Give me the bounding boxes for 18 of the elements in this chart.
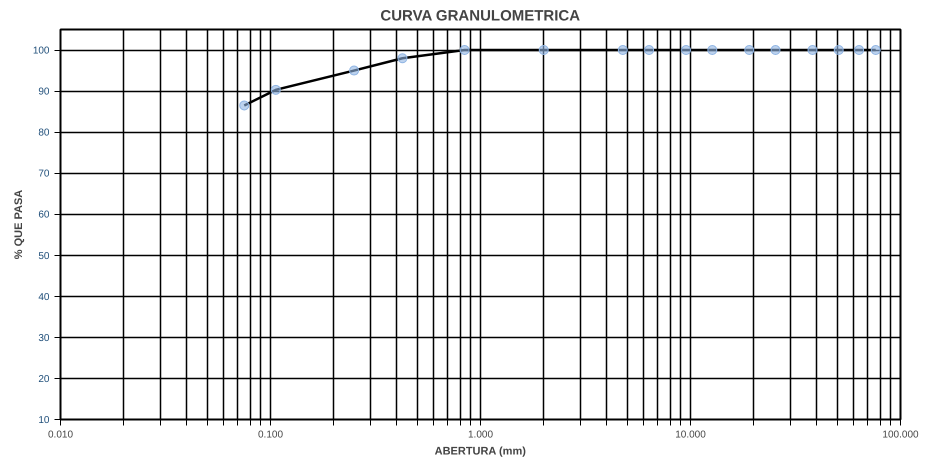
x-axis-title: ABERTURA (mm) — [434, 446, 526, 458]
x-tick-label: 0.010 — [48, 430, 74, 440]
x-tick-label: 0.100 — [258, 430, 284, 440]
y-tick-label: 10 — [38, 415, 50, 426]
y-tick-label: 60 — [38, 210, 50, 221]
y-tick-label: 50 — [38, 250, 50, 262]
x-tick-label: 1.000 — [468, 430, 494, 440]
y-tick-label: 80 — [38, 128, 50, 139]
chart-title: CURVA GRANULOMETRICA — [380, 8, 580, 24]
y-tick-label: 70 — [38, 168, 50, 180]
y-axis-title: % QUE PASA — [12, 190, 25, 260]
x-tick-label: 10.000 — [675, 430, 706, 440]
y-tick-label: 30 — [38, 332, 50, 344]
y-tick-label: 20 — [38, 374, 50, 385]
y-tick-label: 90 — [38, 86, 50, 98]
y-tick-label: 40 — [38, 292, 50, 303]
y-tick-label: 100 — [32, 46, 50, 57]
x-tick-label: 100.000 — [882, 430, 920, 440]
